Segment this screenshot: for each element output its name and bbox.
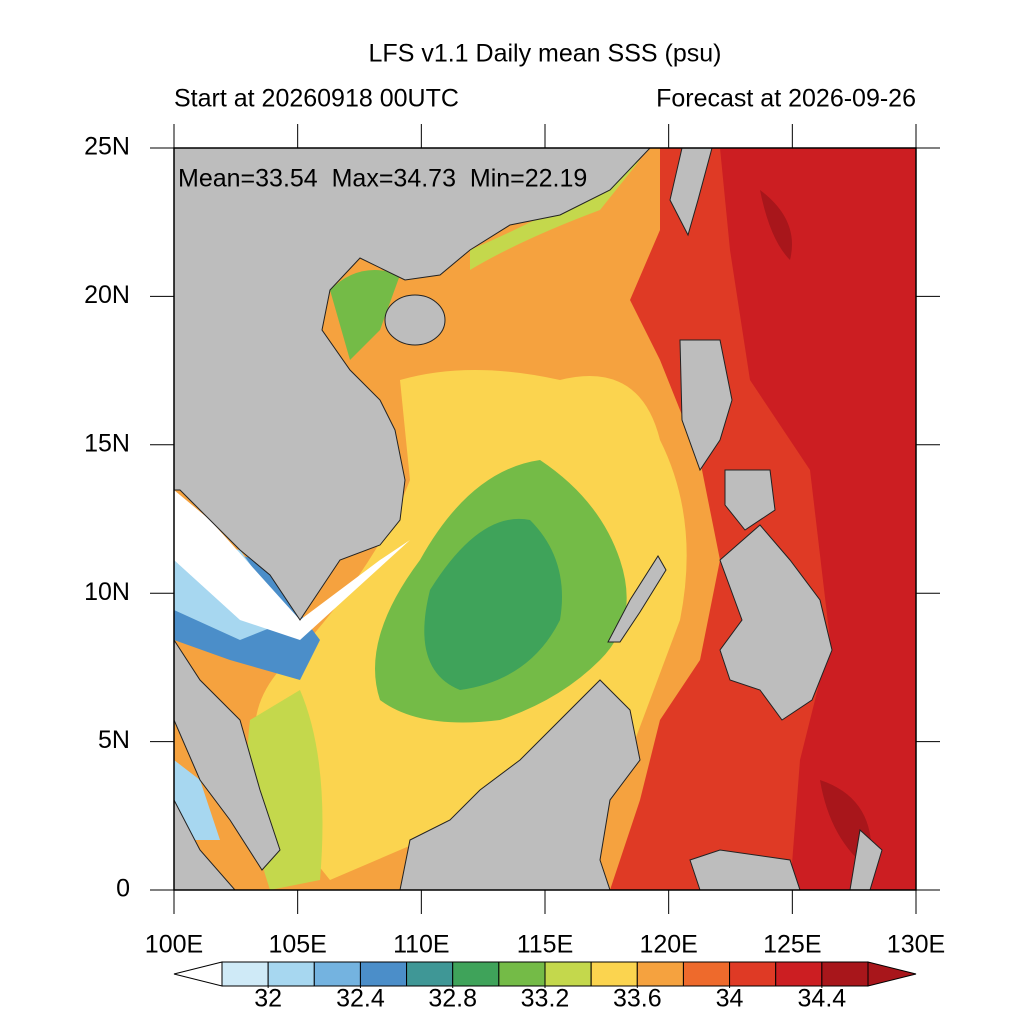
field-sumatra-coast [174, 760, 220, 840]
land [174, 148, 883, 890]
halmahera [849, 829, 883, 890]
colorbar-box [775, 961, 823, 987]
sumatra [174, 799, 236, 890]
y-tick-label: 10N [84, 578, 130, 606]
colorbar-box [498, 961, 546, 987]
colorbar-box [313, 961, 361, 987]
visayas [724, 469, 776, 531]
y-tick-label: 0 [116, 875, 130, 903]
borneo [399, 679, 641, 890]
y-tick-label: 20N [84, 281, 130, 309]
y-tick-label: 25N [84, 133, 130, 161]
colorbar-label: 34.4 [798, 985, 847, 1013]
mindanao [719, 524, 833, 721]
colorbar-box [544, 961, 592, 987]
colorbar-label: 32.4 [336, 985, 385, 1013]
colorbar-low-triangle [173, 961, 223, 987]
x-tick-label: 125E [763, 931, 821, 959]
colorbar-label: 33.6 [613, 985, 662, 1013]
colorbar-box [682, 961, 731, 987]
colorbar-box [452, 961, 500, 987]
palawan [607, 555, 667, 643]
sulawesi [689, 849, 801, 890]
hainan [384, 294, 446, 346]
stats-annotation: Mean=33.54 Max=34.73 Min=22.19 [178, 165, 587, 193]
subtitle-left: Start at 20260918 00UTC [174, 85, 459, 113]
x-tick-label: 100E [145, 931, 203, 959]
salinity-field [174, 148, 916, 890]
colorbar-label: 33.2 [521, 985, 570, 1013]
colorbar-label: 32 [254, 985, 282, 1013]
colorbar-box [221, 961, 269, 987]
field-lower [424, 518, 562, 690]
field-missing [174, 490, 410, 640]
colorbar-box [636, 961, 684, 987]
x-tick-label: 115E [517, 931, 574, 959]
colorbar-label: 32.8 [428, 985, 477, 1013]
colorbar-box [729, 961, 777, 987]
colorbar-box [590, 961, 638, 987]
malay-peninsula [174, 639, 281, 871]
mainland-asia [174, 148, 651, 621]
y-tick-label: 15N [84, 429, 130, 457]
y-tick-label: 5N [98, 726, 130, 754]
colorbar-box [359, 961, 408, 987]
x-tick-label: 130E [887, 931, 945, 959]
x-tick-label: 105E [268, 931, 326, 959]
field-higher [720, 148, 916, 890]
taiwan [669, 148, 713, 237]
colorbar-box [406, 961, 454, 987]
field-gulf-tonkin [330, 270, 400, 360]
x-tick-label: 110E [393, 931, 450, 959]
colorbar-box [821, 961, 869, 987]
subtitle-right: Forecast at 2026-09-26 [656, 85, 916, 113]
colorbar-high-triangle [867, 961, 917, 987]
title: LFS v1.1 Daily mean SSS (psu) [369, 40, 722, 68]
x-tick-label: 120E [639, 931, 697, 959]
luzon [679, 339, 733, 472]
colorbar-label: 34 [716, 985, 744, 1013]
colorbar-box [267, 961, 315, 987]
